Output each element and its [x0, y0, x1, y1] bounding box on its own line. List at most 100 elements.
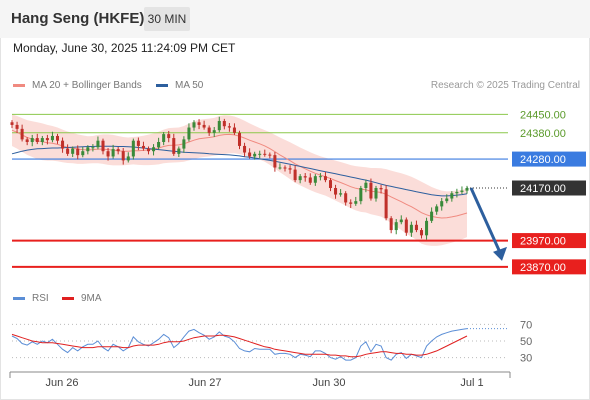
- candle-body: [344, 193, 348, 203]
- legend-ma50-swatch: [156, 84, 168, 87]
- candle-body: [374, 188, 378, 199]
- legend-9ma-label: 9MA: [81, 293, 102, 304]
- candle-body: [430, 211, 434, 221]
- candle-body: [435, 206, 439, 212]
- candle-body: [369, 182, 373, 199]
- candle-body: [465, 188, 469, 191]
- candle-body: [212, 130, 216, 133]
- level-label-resistance: 24380.00: [520, 128, 566, 140]
- candle-body: [35, 138, 39, 142]
- timeframe-button[interactable]: 30 MIN: [144, 7, 190, 31]
- candle-body: [55, 135, 60, 141]
- chart-title: Hang Seng (HKFE): [11, 10, 145, 27]
- candle-body: [379, 188, 383, 190]
- candle-body: [354, 201, 358, 204]
- candle-body: [202, 124, 206, 128]
- candle-body: [86, 147, 90, 152]
- candle-body: [237, 132, 242, 146]
- candle-body: [172, 138, 176, 154]
- candle-body: [268, 154, 272, 156]
- candle-body: [71, 148, 75, 154]
- level-tag-current: [512, 180, 586, 196]
- candle-body: [445, 198, 449, 202]
- candle-body: [182, 139, 186, 149]
- candle-body: [308, 177, 312, 183]
- candle-body: [61, 140, 65, 149]
- candle-body: [253, 153, 257, 157]
- rsi-level-label: 70: [520, 319, 532, 331]
- candle-body: [243, 145, 247, 153]
- x-tick-label: Jun 27: [188, 377, 221, 389]
- candle-body: [248, 152, 252, 157]
- copyright-text: Research © 2025 Trading Central: [430, 80, 580, 91]
- candle-body: [399, 219, 403, 223]
- candle-body: [81, 151, 85, 156]
- candle-body: [101, 140, 105, 152]
- candle-body: [20, 128, 24, 140]
- candle-body: [10, 122, 14, 125]
- candle-body: [121, 151, 125, 161]
- legend-ma50-label: MA 50: [175, 80, 204, 91]
- header-bar: [0, 0, 590, 38]
- candle-body: [384, 189, 388, 219]
- candle-body: [40, 138, 44, 142]
- candle-body: [258, 153, 262, 155]
- candle-body: [111, 149, 115, 157]
- timestamp: Monday, June 30, 2025 11:24:09 PM CET: [13, 41, 236, 55]
- level-label-support: 23870.00: [520, 262, 566, 274]
- rsi-ma9-line: [11, 333, 468, 358]
- legend-9ma: 9MA: [62, 293, 102, 304]
- candle-body: [50, 135, 54, 141]
- candle-body: [288, 168, 292, 170]
- candle-body: [207, 127, 211, 133]
- candle-body: [440, 201, 444, 207]
- candle-body: [177, 148, 181, 154]
- candle-body: [318, 176, 322, 178]
- candle-body: [217, 120, 221, 131]
- x-tick-label: Jun 26: [45, 377, 78, 389]
- x-tick-label: Jun 30: [312, 377, 345, 389]
- candle-body: [131, 140, 135, 157]
- level-tag-support: [512, 259, 586, 275]
- candle-body: [298, 176, 302, 181]
- legend-ma20: MA 20 + Bollinger Bands: [13, 80, 142, 91]
- candle-body: [45, 138, 49, 141]
- candle-body: [167, 134, 171, 139]
- candle-body: [425, 220, 429, 236]
- candle-body: [136, 140, 140, 146]
- candle-body: [197, 122, 201, 125]
- level-label-current: 24170.00: [520, 183, 566, 195]
- candle-body: [339, 193, 343, 195]
- legend-ma50: MA 50: [156, 80, 203, 91]
- candle-body: [409, 224, 413, 233]
- candle-body: [323, 176, 327, 181]
- candle-body: [359, 188, 363, 202]
- legend-rsi: RSI: [13, 293, 49, 304]
- candle-body: [389, 218, 393, 231]
- candle-body: [192, 122, 196, 128]
- candle-body: [25, 139, 29, 142]
- candle-body: [66, 148, 70, 154]
- candle-body: [283, 167, 287, 169]
- rsi-line: [11, 328, 468, 361]
- rsi-level-label: 30: [520, 353, 532, 365]
- candle-body: [146, 148, 151, 152]
- level-label-resistance: 24450.00: [520, 109, 566, 121]
- candle-body: [455, 191, 459, 194]
- candle-body: [278, 167, 282, 169]
- candle-body: [30, 138, 34, 142]
- candle-body: [141, 145, 145, 149]
- legend-rsi-label: RSI: [32, 293, 49, 304]
- candle-body: [394, 222, 398, 231]
- candle-body: [152, 147, 156, 152]
- legend-rsi-swatch: [13, 297, 25, 300]
- candle-body: [364, 182, 368, 188]
- candle-body: [404, 219, 408, 233]
- candle-body: [106, 151, 110, 157]
- candle-body: [303, 176, 307, 178]
- candle-body: [15, 124, 19, 129]
- candle-body: [334, 188, 338, 195]
- rsi-level-label: 50: [520, 336, 532, 348]
- candle-body: [460, 190, 464, 192]
